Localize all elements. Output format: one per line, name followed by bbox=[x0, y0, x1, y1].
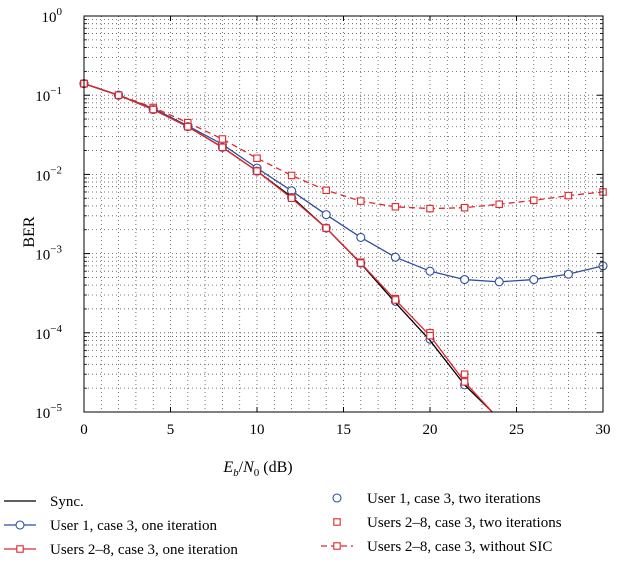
data-point bbox=[426, 204, 434, 213]
x-tick-label: 15 bbox=[336, 422, 351, 438]
series-line bbox=[83, 83, 493, 413]
x-label-denom: N bbox=[242, 459, 255, 476]
x-tick-label: 10 bbox=[250, 422, 265, 438]
data-point bbox=[357, 259, 365, 267]
x-label-base-sub: b bbox=[233, 467, 239, 479]
series-users-2-8-case-3-one-iteration bbox=[80, 79, 493, 413]
data-point bbox=[322, 186, 330, 195]
plot-series bbox=[79, 79, 608, 413]
data-point bbox=[287, 194, 296, 202]
x-tick-label: 20 bbox=[423, 422, 438, 438]
data-point bbox=[184, 122, 192, 131]
x-tick-label: 5 bbox=[167, 422, 175, 438]
series-user-1-case-3-two-iterations bbox=[79, 79, 470, 390]
x-label-denom-sub: 0 bbox=[254, 467, 260, 479]
legend-item-users-2-8-case-3-one-iteration: Users 2–8, case 3, one iteration bbox=[4, 542, 238, 558]
data-point bbox=[357, 197, 365, 205]
data-point bbox=[530, 196, 538, 205]
legend-label: Users 2–8, case 3, two iterations bbox=[367, 515, 562, 531]
data-point bbox=[564, 191, 573, 200]
x-label-base: E bbox=[222, 459, 233, 476]
legend-marker bbox=[15, 520, 25, 530]
y-tick-label: 10−2 bbox=[35, 164, 62, 184]
data-point bbox=[563, 269, 573, 279]
grid-lines bbox=[84, 16, 603, 412]
data-point bbox=[494, 277, 504, 287]
x-label-unit: (dB) bbox=[259, 459, 292, 476]
legend-label: User 1, case 3, one iteration bbox=[50, 518, 218, 534]
legend-label: Sync. bbox=[50, 494, 84, 510]
data-point bbox=[426, 331, 434, 340]
legend-marker bbox=[333, 542, 341, 550]
y-tick-label: 100 bbox=[42, 6, 63, 26]
legend-item-users-2-8-case-3-without-sic: Users 2–8, case 3, without SIC bbox=[321, 539, 552, 555]
y-tick-label: 10−1 bbox=[35, 85, 62, 105]
y-tick-label: 10−3 bbox=[35, 244, 62, 264]
data-point bbox=[149, 105, 157, 114]
legend-label: Users 2–8, case 3, one iteration bbox=[50, 542, 238, 558]
x-tick-label: 0 bbox=[80, 422, 88, 438]
series-line bbox=[83, 83, 604, 210]
data-point bbox=[460, 370, 469, 378]
x-tick-label: 30 bbox=[596, 422, 611, 438]
data-point bbox=[253, 154, 261, 162]
data-point bbox=[322, 224, 330, 232]
legend-item-user-1-case-3-one-iteration: User 1, case 3, one iteration bbox=[4, 518, 218, 534]
data-point bbox=[114, 91, 123, 99]
legend-item-users-2-8-case-3-two-iterations: Users 2–8, case 3, two iterations bbox=[333, 515, 562, 531]
series-sync bbox=[83, 83, 493, 413]
data-point bbox=[460, 378, 469, 386]
data-point bbox=[390, 252, 400, 262]
legend-marker bbox=[332, 493, 342, 503]
x-label-slash: / bbox=[239, 459, 244, 476]
series-line bbox=[83, 83, 604, 283]
y-tick-label: 10−4 bbox=[35, 323, 62, 343]
data-point bbox=[460, 275, 470, 285]
data-point bbox=[253, 167, 261, 175]
y-tick-label: 10−5 bbox=[35, 402, 62, 422]
data-point bbox=[356, 232, 366, 242]
legend-label: User 1, case 3, two iterations bbox=[367, 491, 541, 507]
legend: Sync. User 1, case 3, one iteration Users … bbox=[4, 491, 562, 558]
data-point bbox=[287, 171, 296, 180]
data-point bbox=[218, 143, 227, 152]
data-point bbox=[529, 275, 539, 285]
legend-marker bbox=[16, 545, 24, 553]
x-tick-label: 25 bbox=[509, 422, 524, 438]
data-point bbox=[425, 266, 435, 276]
axis-ticks: 0 5 10 15 20 25 30 100 10−1 10−2 10−3 10−4 10−5 bbox=[35, 6, 610, 438]
data-point bbox=[218, 135, 227, 143]
data-point bbox=[391, 203, 400, 211]
data-point bbox=[391, 296, 400, 304]
x-axis-label: Eb/N0 (dB) bbox=[222, 459, 292, 479]
series-line bbox=[83, 83, 493, 413]
legend-item-user-1-case-3-two-iterations: User 1, case 3, two iterations bbox=[332, 491, 541, 507]
data-point bbox=[321, 210, 331, 220]
data-point bbox=[460, 203, 469, 212]
legend-label: Users 2–8, case 3, without SIC bbox=[367, 539, 552, 555]
y-axis-label: BER bbox=[21, 216, 38, 247]
legend-marker bbox=[333, 518, 341, 526]
data-point bbox=[495, 200, 503, 208]
legend-item-sync: Sync. bbox=[4, 494, 84, 510]
series-user-1-case-3-one-iteration bbox=[79, 79, 608, 287]
